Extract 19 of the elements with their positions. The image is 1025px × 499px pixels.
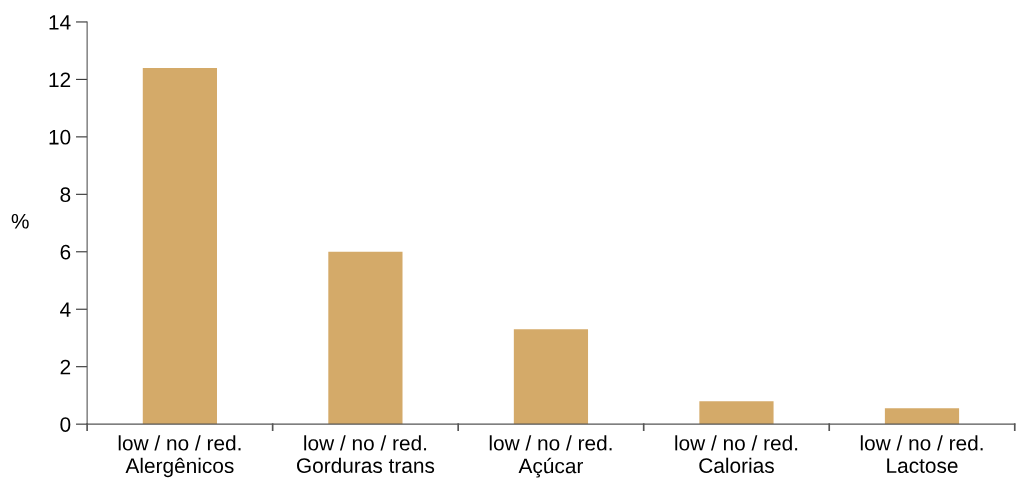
x-tick-label: low / no / red. Calorias	[675, 435, 798, 473]
x-tick-label: low / no / red. Açúcar	[489, 435, 612, 478]
y-tick-label: 8	[60, 187, 71, 203]
bar	[513, 329, 589, 425]
bar	[699, 401, 774, 425]
y-tick-label: 2	[60, 359, 71, 375]
x-tick-label: low / no / red. Gorduras trans	[296, 435, 435, 473]
y-tick-label: 12	[49, 72, 71, 87]
y-tick-label: 4	[60, 302, 71, 317]
y-axis-title: %	[11, 213, 29, 229]
x-tick-label: low / no / red. Alergênicos	[118, 435, 241, 478]
y-tick-label: 6	[60, 244, 71, 260]
bar	[328, 251, 403, 425]
bar	[884, 408, 960, 425]
y-tick-label: 0	[60, 417, 71, 432]
bar	[142, 67, 217, 425]
y-tick-label: 10	[49, 129, 71, 145]
y-tick-label: 14	[49, 15, 71, 30]
x-tick-label: low / no / red. Lactose	[860, 435, 983, 473]
